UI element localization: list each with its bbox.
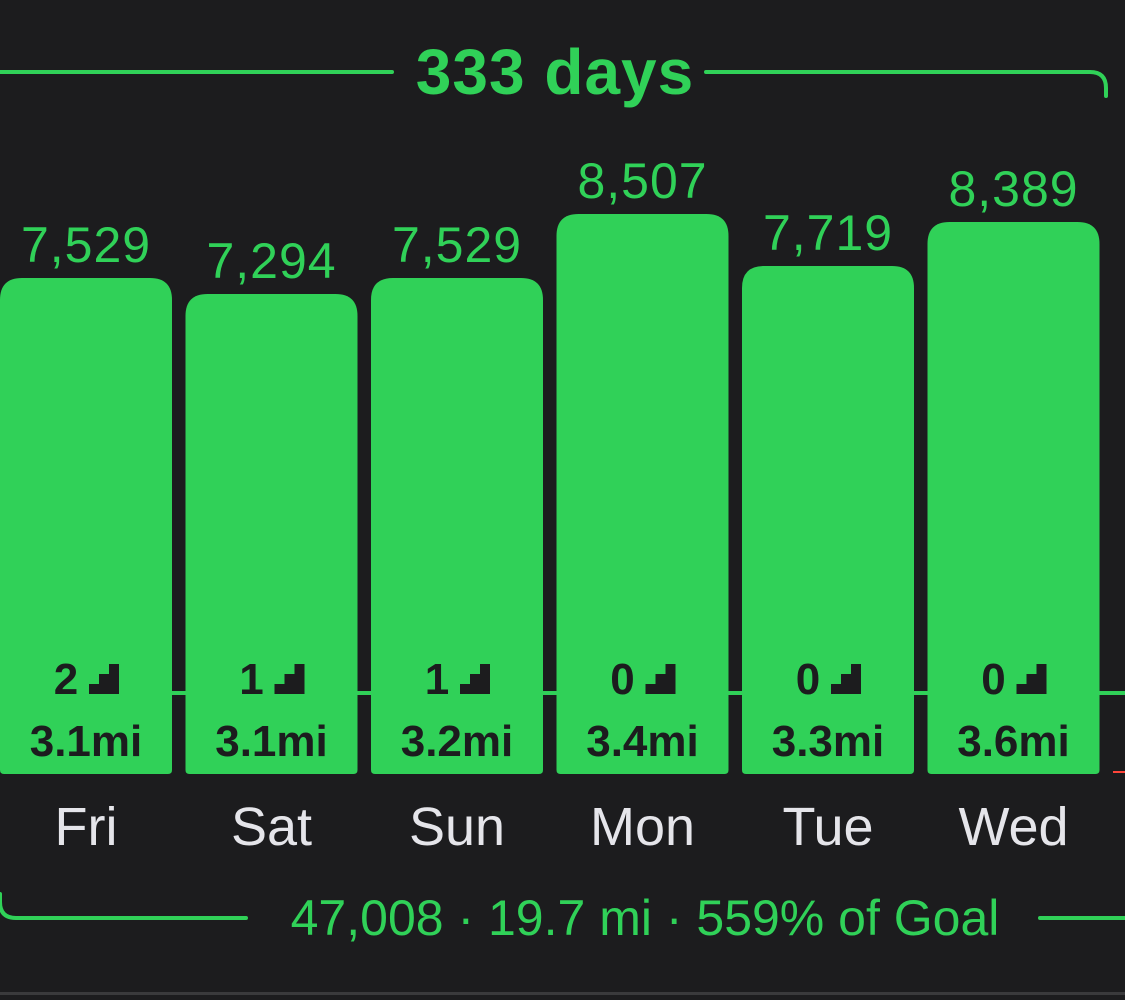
distance-label: 3.1mi	[215, 717, 328, 766]
stairs-icon	[460, 664, 490, 694]
weekly-summary: 47,008 · 19.7 mi · 559% of Goal	[290, 890, 1000, 946]
floors-count: 0	[610, 655, 634, 704]
bar-tue[interactable]	[742, 266, 914, 774]
stairs-icon	[831, 664, 861, 694]
bar-wed[interactable]	[927, 222, 1100, 774]
floors-count: 1	[239, 655, 263, 704]
bar-fri[interactable]	[0, 278, 172, 774]
value-label: 7,294	[206, 233, 336, 289]
distance-label: 3.6mi	[957, 717, 1070, 766]
stairs-icon	[1016, 664, 1047, 694]
floors-count: 1	[425, 655, 449, 704]
streak-title: 333 days	[415, 36, 695, 108]
value-label: 8,507	[577, 153, 707, 209]
day-label-tue: Tue	[782, 797, 873, 857]
day-label-wed: Wed	[958, 797, 1068, 857]
stairs-icon	[274, 664, 305, 694]
day-label-sun: Sun	[409, 797, 505, 857]
distance-label: 3.2mi	[401, 717, 514, 766]
value-label: 7,719	[763, 205, 893, 261]
day-label-sat: Sat	[231, 797, 312, 857]
divider	[0, 992, 1125, 995]
bar-sat[interactable]	[185, 294, 358, 774]
floors-count: 0	[796, 655, 820, 704]
floors-count: 2	[54, 655, 78, 704]
bar-mon[interactable]	[556, 214, 729, 774]
distance-label: 3.3mi	[772, 717, 885, 766]
day-label-fri: Fri	[55, 797, 118, 857]
streak-bracket-line	[0, 70, 1108, 98]
stairs-icon	[645, 664, 676, 694]
value-label: 7,529	[21, 217, 151, 273]
stairs-icon	[89, 664, 119, 694]
summary-bracket-line	[0, 892, 1125, 920]
day-label-mon: Mon	[590, 797, 695, 857]
distance-label: 3.1mi	[30, 717, 143, 766]
value-label: 7,529	[392, 217, 522, 273]
bar-sun[interactable]	[371, 278, 543, 774]
floors-count: 0	[981, 655, 1005, 704]
value-label: 8,389	[948, 161, 1078, 217]
distance-label: 3.4mi	[586, 717, 699, 766]
